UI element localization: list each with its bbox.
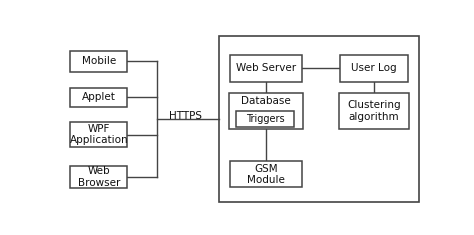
FancyBboxPatch shape bbox=[236, 110, 294, 127]
FancyBboxPatch shape bbox=[230, 55, 301, 82]
Text: Applet: Applet bbox=[82, 92, 116, 102]
Text: HTTPS: HTTPS bbox=[170, 111, 202, 121]
Text: Web Server: Web Server bbox=[236, 63, 296, 74]
Text: Clustering
algorithm: Clustering algorithm bbox=[347, 100, 401, 122]
FancyBboxPatch shape bbox=[70, 166, 127, 188]
FancyBboxPatch shape bbox=[70, 51, 127, 72]
Text: Mobile: Mobile bbox=[82, 56, 116, 66]
FancyBboxPatch shape bbox=[230, 161, 301, 188]
FancyBboxPatch shape bbox=[339, 93, 409, 129]
Text: Web
Browser: Web Browser bbox=[78, 166, 120, 188]
Text: WPF
Application: WPF Application bbox=[69, 124, 128, 145]
FancyBboxPatch shape bbox=[219, 36, 419, 202]
Text: Triggers: Triggers bbox=[246, 114, 284, 124]
FancyBboxPatch shape bbox=[70, 122, 127, 147]
FancyBboxPatch shape bbox=[340, 55, 408, 82]
Text: Database: Database bbox=[241, 96, 291, 106]
FancyBboxPatch shape bbox=[229, 93, 303, 129]
Text: User Log: User Log bbox=[351, 63, 397, 74]
Text: GSM
Module: GSM Module bbox=[247, 164, 285, 185]
FancyBboxPatch shape bbox=[70, 88, 127, 107]
